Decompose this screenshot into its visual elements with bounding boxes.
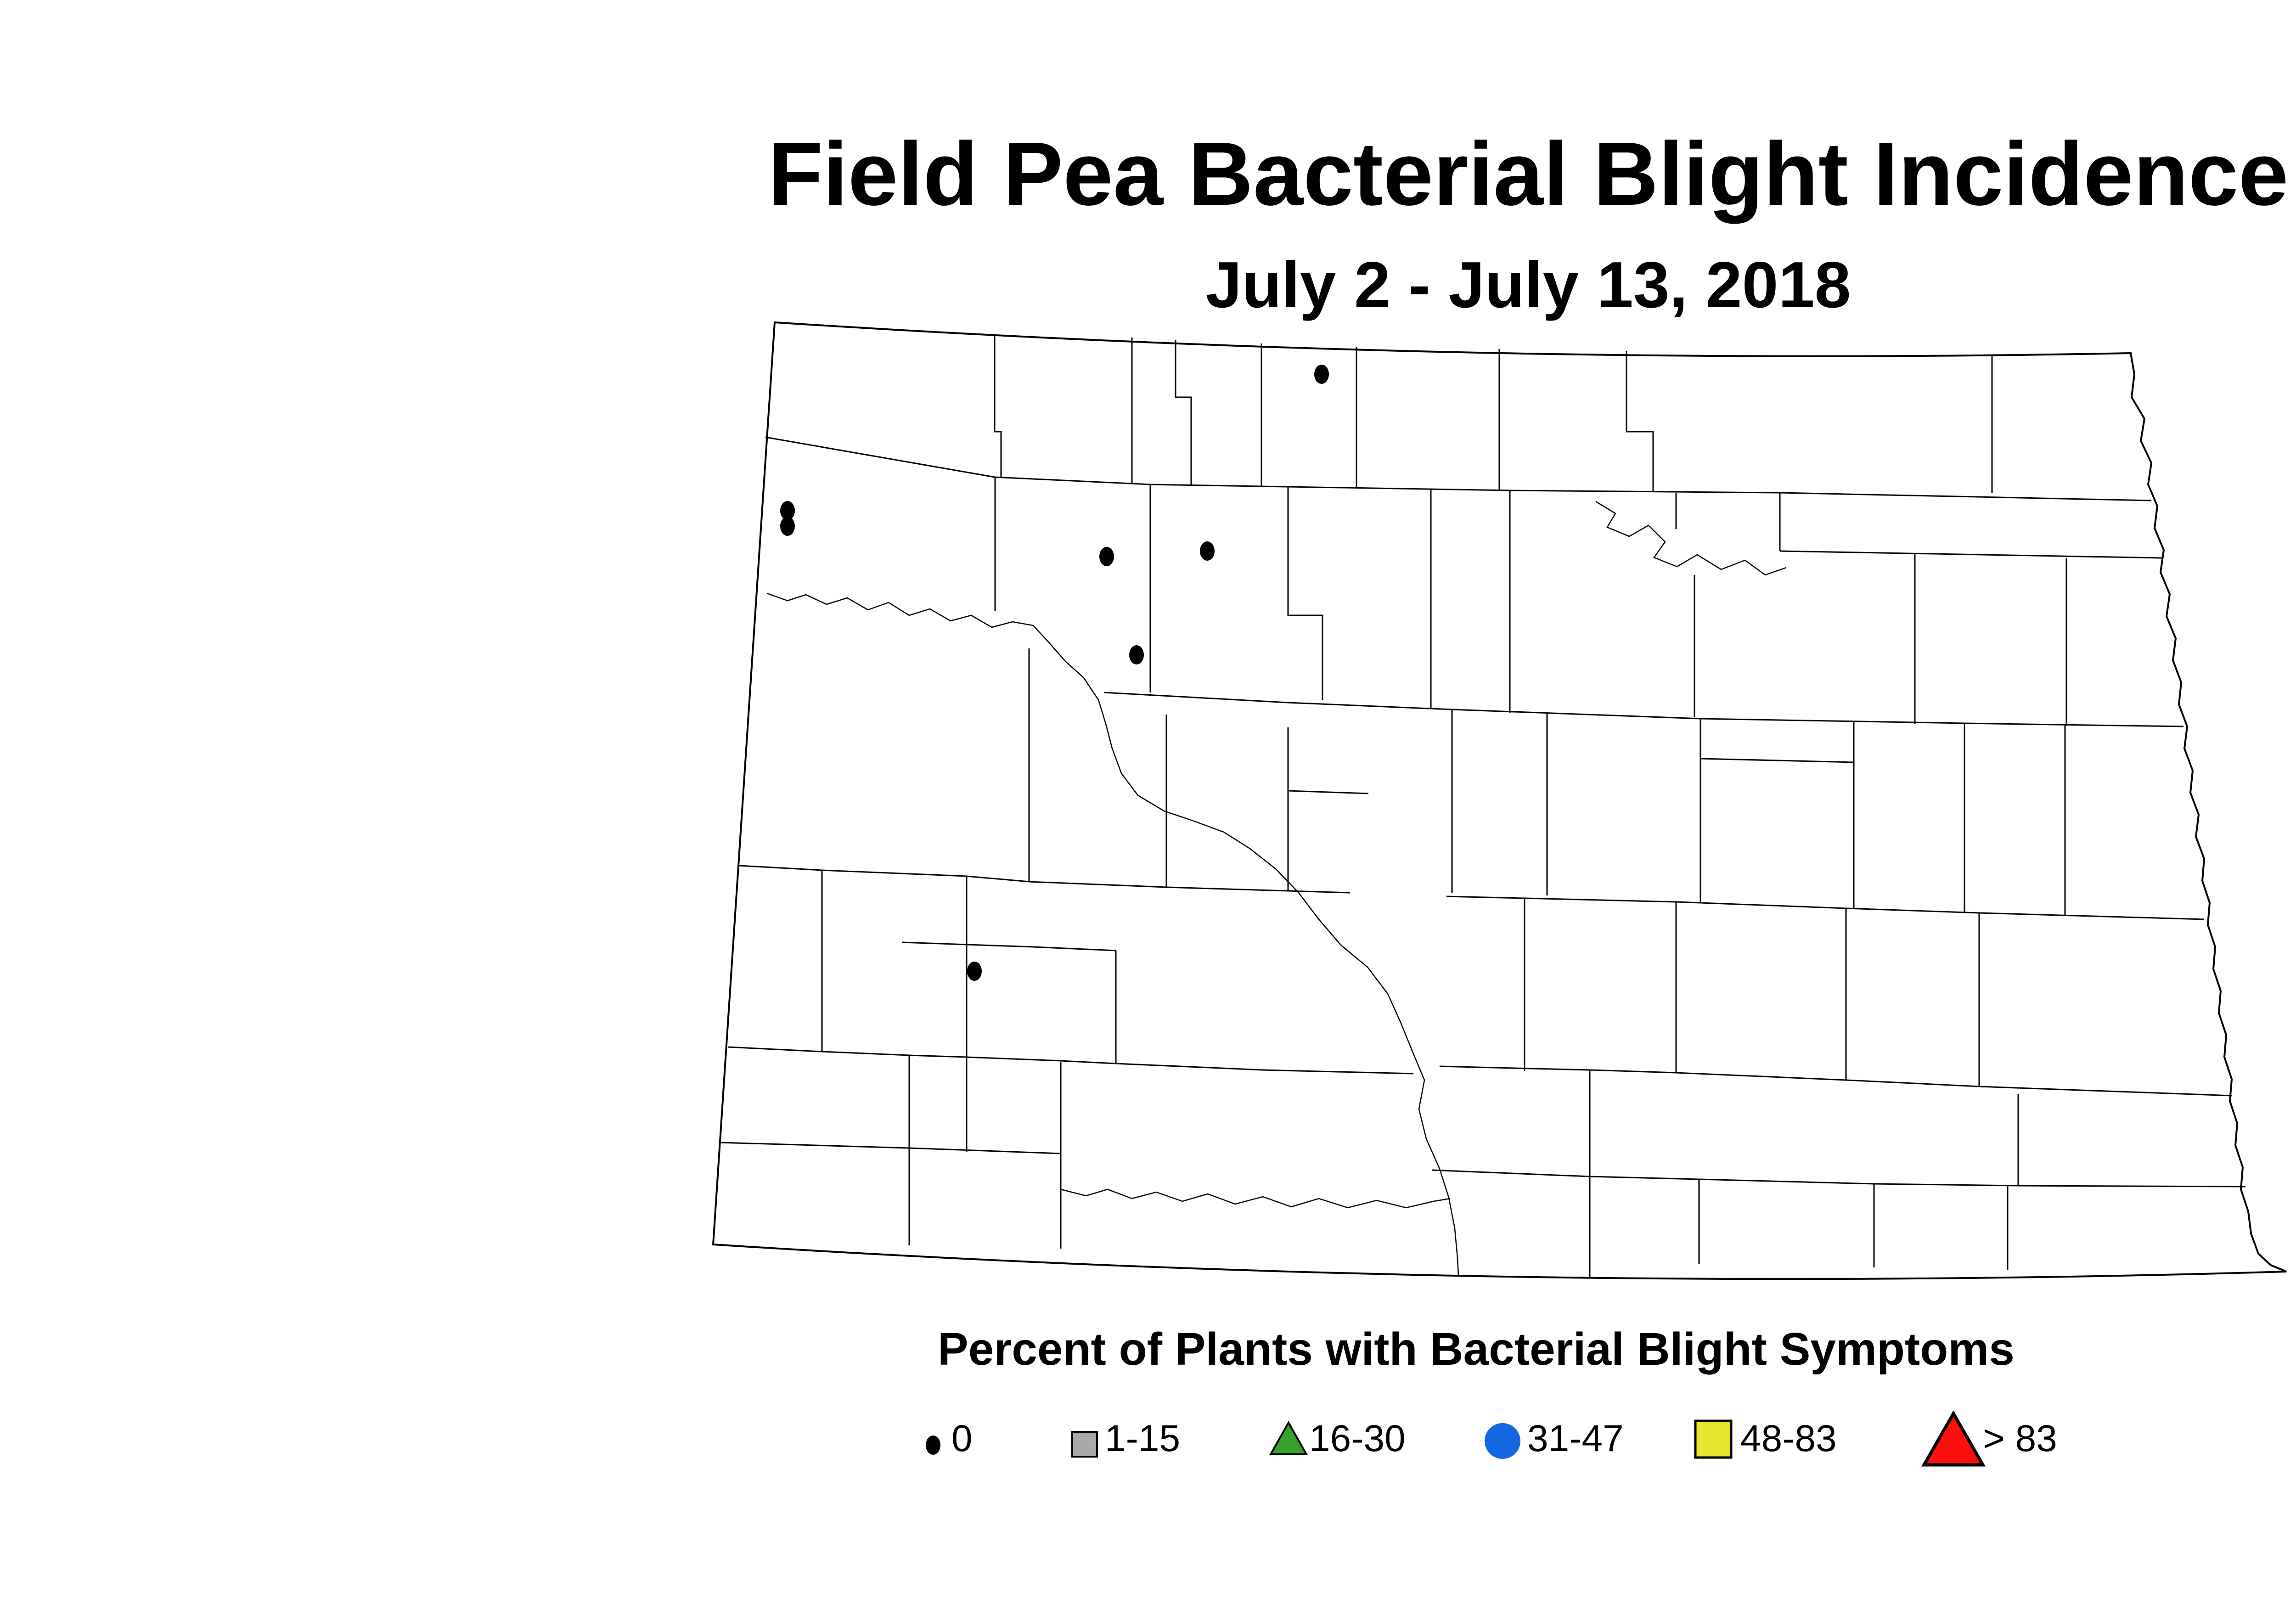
- legend-label-1: 1-15: [1105, 1418, 1181, 1459]
- legend-yellow-square-icon: [1694, 1419, 1733, 1459]
- page-title: Field Pea Bacterial Blight Incidence: [768, 124, 2289, 224]
- river-lines: [766, 501, 1787, 1276]
- map-point-dot: [780, 517, 795, 536]
- map-point-dot: [780, 501, 795, 520]
- map-point-dot: [1314, 365, 1329, 384]
- legend-title: Percent of Plants with Bacterial Blight …: [938, 1323, 2015, 1375]
- legend-red-triangle-icon: [1921, 1411, 1986, 1467]
- page-subtitle: July 2 - July 13, 2018: [1205, 248, 1851, 321]
- legend-label-3: 31-47: [1527, 1418, 1624, 1459]
- map-point-dot: [1200, 541, 1215, 561]
- legend-label-2: 16-30: [1309, 1418, 1406, 1459]
- map-point-dot: [967, 962, 982, 981]
- state-outline: [712, 321, 2287, 1280]
- legend-blue-circle-icon: [1485, 1423, 1520, 1459]
- county-lines-horizontal: [720, 436, 2246, 1188]
- map-points-layer: [780, 365, 1329, 981]
- legend-label-5: > 83: [1983, 1418, 2057, 1459]
- legend-label-4: 48-83: [1740, 1418, 1837, 1459]
- legend-gray-square-icon: [1071, 1431, 1098, 1458]
- map-point-dot: [1099, 547, 1114, 566]
- map-point-dot: [1129, 645, 1144, 664]
- legend-green-triangle-icon: [1269, 1421, 1308, 1455]
- legend-label-0: 0: [951, 1418, 973, 1459]
- north-dakota-county-map: [712, 321, 2287, 1280]
- county-lines-vertical: [821, 335, 2067, 1278]
- legend-black-dot-icon: [926, 1435, 940, 1455]
